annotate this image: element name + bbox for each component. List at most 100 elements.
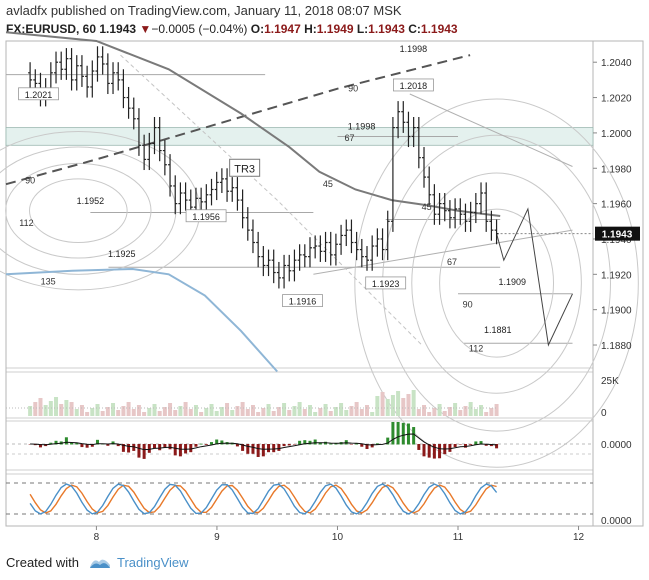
chart-canvas[interactable]: 1.2021 1.1998 1.2018 1.1998 1.1952 1.1956 1.19… bbox=[0, 0, 649, 546]
candle bbox=[344, 219, 349, 247]
fib-arc bbox=[5, 162, 152, 259]
macd-histogram-bar bbox=[75, 442, 79, 445]
candle bbox=[266, 249, 271, 277]
macd-histogram-bar bbox=[469, 444, 473, 445]
candle bbox=[385, 210, 390, 261]
candle bbox=[313, 235, 318, 259]
volume-bar bbox=[79, 405, 84, 416]
candle bbox=[307, 237, 312, 268]
volume-bar bbox=[406, 394, 411, 416]
volume-bar bbox=[235, 406, 240, 416]
candle bbox=[396, 101, 401, 139]
fib-level-label: 90 bbox=[463, 299, 473, 309]
volume-bar bbox=[411, 390, 416, 416]
price-label: 1.1881 bbox=[484, 325, 512, 335]
candle bbox=[126, 86, 131, 119]
macd-histogram-bar bbox=[417, 444, 421, 450]
volume-bar bbox=[323, 404, 328, 416]
volume-bar bbox=[168, 403, 173, 416]
fib-arc bbox=[382, 134, 611, 432]
candle bbox=[162, 139, 167, 176]
candle bbox=[282, 254, 287, 289]
volume-axis-label: 0 bbox=[601, 408, 607, 419]
last-price: 1.1943 bbox=[99, 22, 137, 36]
macd-histogram-bar bbox=[277, 444, 281, 451]
fib-arc bbox=[411, 172, 582, 394]
candles bbox=[28, 46, 499, 289]
high-value: 1.1949 bbox=[316, 22, 354, 36]
resistance-zone bbox=[5, 127, 594, 146]
volume-bar bbox=[142, 412, 147, 416]
macd-histogram-bar bbox=[95, 439, 99, 445]
candle bbox=[142, 134, 147, 171]
macd-histogram-bar bbox=[168, 444, 172, 450]
y-tick-label: 1.1980 bbox=[601, 164, 632, 175]
volume-bar bbox=[214, 411, 219, 416]
macd-histogram-bar bbox=[474, 441, 478, 445]
macd-histogram-bar bbox=[313, 439, 317, 445]
volume-bar bbox=[292, 406, 297, 416]
candle bbox=[79, 55, 84, 87]
volume-bar bbox=[38, 398, 43, 416]
fib-level-label: 90 bbox=[25, 176, 35, 186]
candle bbox=[447, 200, 452, 229]
candle bbox=[427, 166, 432, 206]
macd-histogram-bar bbox=[298, 440, 302, 445]
macd-histogram-bar bbox=[215, 439, 219, 445]
volume-bar bbox=[162, 407, 167, 416]
volume-bar bbox=[59, 404, 64, 416]
price-label-box bbox=[185, 209, 227, 223]
price-label: 1.1952 bbox=[77, 196, 105, 206]
x-tick-label: 10 bbox=[332, 532, 344, 543]
candle bbox=[90, 60, 95, 98]
macd-histogram-bar bbox=[220, 440, 224, 445]
macd-histogram-bar bbox=[329, 443, 333, 445]
candle bbox=[250, 219, 255, 254]
candle bbox=[364, 246, 369, 271]
macd-histogram-bar bbox=[178, 444, 182, 457]
macd-histogram-bar bbox=[147, 444, 151, 453]
candle bbox=[131, 97, 136, 130]
candle bbox=[261, 246, 266, 277]
volume-bar bbox=[282, 403, 287, 416]
macd-histogram-bar bbox=[386, 437, 390, 445]
stoch-pane bbox=[6, 482, 593, 515]
candle bbox=[256, 231, 261, 268]
macd-histogram-bar bbox=[49, 442, 53, 445]
macd-histogram-bar bbox=[318, 442, 322, 445]
volume-bar bbox=[111, 403, 116, 416]
macd-histogram-bar bbox=[287, 444, 291, 446]
volume-bar bbox=[427, 412, 432, 416]
volume-bar bbox=[173, 410, 178, 416]
macd-histogram-bar bbox=[479, 441, 483, 445]
author-link[interactable]: avladfx bbox=[6, 3, 48, 18]
candle bbox=[214, 171, 219, 201]
tr-label-box bbox=[229, 158, 261, 177]
stoch-axis-label: 0.0000 bbox=[601, 516, 632, 527]
tradingview-brand[interactable]: TradingView bbox=[117, 555, 189, 570]
y-tick-label: 1.1880 bbox=[601, 341, 632, 352]
macd-histogram-bar bbox=[152, 444, 156, 449]
moving-average-dark bbox=[5, 31, 501, 217]
macd-histogram-bar bbox=[246, 444, 250, 454]
x-tick-label: 12 bbox=[573, 532, 585, 543]
candle bbox=[442, 193, 447, 222]
candle bbox=[375, 228, 380, 257]
volume-bar bbox=[473, 409, 478, 416]
candle bbox=[209, 178, 214, 206]
volume-bar bbox=[297, 402, 302, 416]
volume-bar bbox=[48, 401, 53, 416]
candle bbox=[422, 147, 427, 188]
macd-histogram-bar bbox=[132, 444, 136, 451]
volume-bar bbox=[416, 409, 421, 416]
volume-bar bbox=[204, 408, 209, 416]
candle bbox=[276, 261, 281, 289]
close-value: 1.1943 bbox=[420, 22, 458, 36]
candle bbox=[463, 203, 468, 232]
fib-level-label: 45 bbox=[323, 179, 333, 189]
volume-pane bbox=[6, 390, 499, 416]
volume-bar bbox=[193, 405, 198, 416]
candle bbox=[411, 117, 416, 148]
volume-bar bbox=[152, 404, 157, 416]
volume-bar bbox=[250, 405, 255, 416]
